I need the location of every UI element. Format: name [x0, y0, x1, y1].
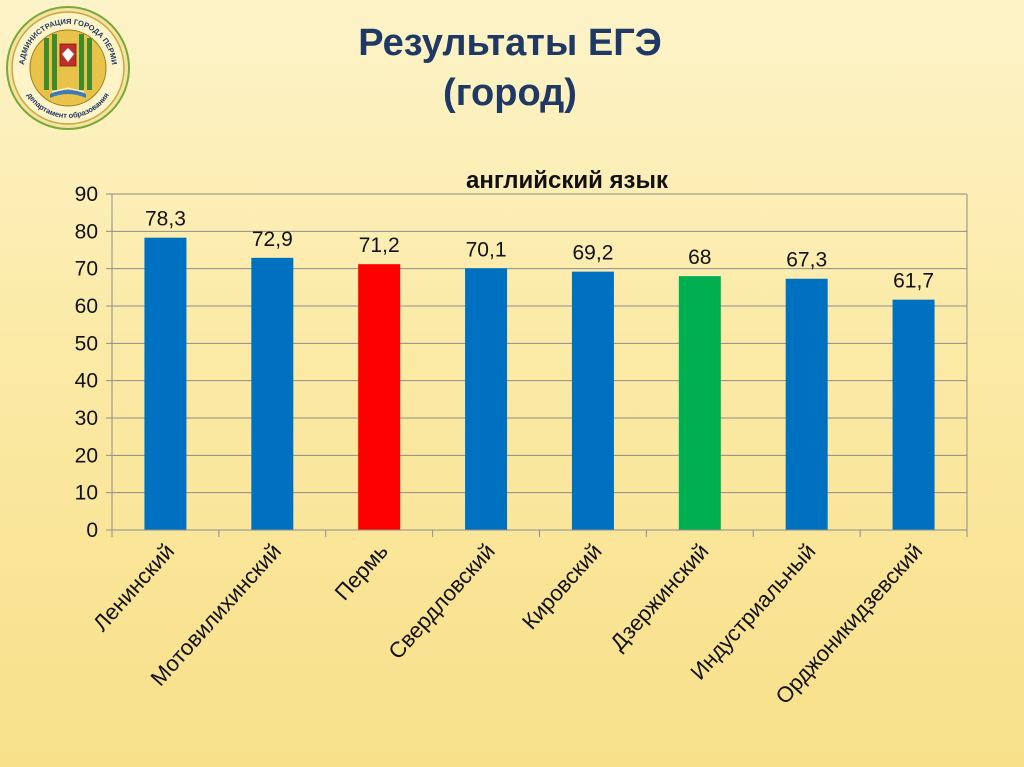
- slide-title-line2: (город): [443, 72, 577, 114]
- y-axis-ticks: 0 10 20 30 40 50 60 70 80 90: [75, 183, 98, 542]
- y-tick-label: 80: [75, 220, 98, 243]
- data-label: 61,7: [893, 270, 934, 293]
- bar: [358, 264, 401, 530]
- category-label: Кировский: [517, 539, 607, 635]
- bar: [465, 268, 508, 530]
- bar: [678, 276, 721, 530]
- category-label: Ленинский: [88, 539, 179, 636]
- bars: [144, 237, 935, 530]
- slide-title: Результаты ЕГЭ (город): [250, 18, 770, 118]
- y-tick-label: 40: [75, 370, 98, 393]
- data-label: 71,2: [359, 234, 400, 257]
- bar: [571, 271, 614, 530]
- y-tick-label: 0: [86, 519, 98, 542]
- slide-title-line1: Результаты ЕГЭ: [358, 22, 662, 64]
- category-label: Дзержинский: [605, 539, 713, 656]
- data-label: 69,2: [573, 242, 614, 265]
- y-tick-label: 30: [75, 407, 98, 430]
- category-label: Пермь: [330, 539, 393, 605]
- chart-title: английский язык: [466, 167, 669, 194]
- bar: [785, 278, 828, 530]
- bar: [251, 257, 294, 530]
- y-tick-label: 70: [75, 258, 98, 281]
- y-tick-label: 60: [75, 295, 98, 318]
- grid: [106, 193, 968, 537]
- y-tick-label: 20: [75, 444, 98, 467]
- bar: [144, 237, 187, 530]
- data-label: 78,3: [145, 208, 186, 231]
- department-logo: АДМИНИСТРАЦИЯ ГОРОДА ПЕРМИ департамент о…: [6, 6, 130, 130]
- category-label: Свердловский: [383, 539, 499, 664]
- data-label: 67,3: [786, 249, 827, 272]
- bar: [892, 299, 935, 530]
- data-label: 70,1: [466, 238, 507, 261]
- data-label: 68: [688, 246, 711, 269]
- y-tick-label: 90: [75, 183, 98, 206]
- y-tick-label: 50: [75, 332, 98, 355]
- y-tick-label: 10: [75, 482, 98, 505]
- data-label: 72,9: [252, 228, 293, 251]
- data-labels: 78,3 72,9 71,2 70,1 69,2 68 67,3 61,7: [145, 208, 934, 293]
